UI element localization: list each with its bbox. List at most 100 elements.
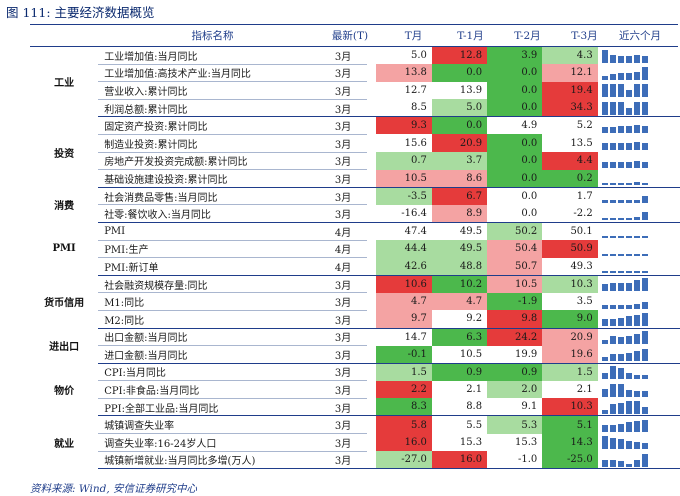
value-cell: -16.4 [376, 204, 432, 223]
sparkline-bar [601, 183, 608, 186]
indicator-name: 社会消费品零售:当月同比 [98, 187, 320, 206]
header-trend: 近六个月 [619, 29, 661, 42]
sparkline-bar [625, 161, 632, 168]
value-cell: 50.2 [487, 222, 543, 241]
sparkline-bar [625, 200, 632, 204]
sparkline-bar [609, 438, 616, 450]
table-row: 进口金额:当月同比 3月 -0.1 10.5 19.9 19.6 [30, 345, 680, 364]
value-cell: 0.7 [376, 152, 432, 170]
spacer [367, 363, 376, 381]
sparkline-bar [633, 200, 640, 204]
sparkline-bar [609, 200, 616, 204]
latest-period: 3月 [319, 345, 368, 364]
sparkline-bar [633, 442, 640, 450]
trend-sparkline [597, 398, 680, 417]
value-cell: 1.7 [576, 190, 593, 202]
value-cell: 12.8 [431, 47, 488, 65]
sparkline-bar [609, 403, 616, 414]
value-cell: 49.5 [459, 225, 483, 237]
value-cell: 49.3 [542, 257, 598, 276]
sparkline-bar [641, 236, 648, 239]
indicator-name: PMI:新订单 [98, 257, 320, 276]
value-cell: 5.8 [376, 415, 432, 434]
header-t3: T-3月 [571, 29, 598, 42]
sparkline-bar [633, 236, 640, 239]
latest-period: 4月 [319, 257, 368, 276]
header-t: T月 [404, 29, 423, 42]
sparkline-bar [609, 366, 616, 380]
value-cell: 8.3 [376, 398, 432, 417]
sparkline-bar [601, 218, 608, 221]
value-cell: 24.2 [487, 328, 543, 346]
value-cell: 0.0 [487, 99, 543, 118]
sparkline-bar [625, 183, 632, 186]
value-cell: 15.3 [459, 436, 483, 448]
value-cell: -0.1 [376, 345, 432, 364]
value-cell: 4.7 [431, 292, 488, 311]
sparkline-bar [601, 318, 608, 326]
spacer [367, 257, 377, 276]
indicator-name: 利润总额:累计同比 [98, 99, 320, 118]
value-cell: 10.5 [487, 275, 543, 293]
sparkline-bar [617, 101, 624, 115]
value-cell: 16.0 [431, 451, 488, 470]
latest-period: 3月 [319, 152, 368, 171]
value-cell: 0.0 [521, 190, 538, 202]
value-cell: 13.5 [570, 137, 593, 149]
sparkline-bar [641, 143, 648, 151]
sparkline-bar [609, 84, 616, 98]
value-cell: -3.5 [376, 187, 432, 205]
indicator-name: CPI:当月同比 [98, 363, 320, 382]
header-indicator: 指标名称 [191, 29, 234, 42]
value-cell: 5.3 [487, 415, 543, 434]
table-row: 进出口 出口金额:当月同比 3月 14.7 6.3 24.2 20.9 [30, 328, 680, 353]
sparkline-bar [601, 236, 608, 239]
sparkline-bar [633, 124, 640, 133]
sparkline-bar [609, 218, 616, 221]
sparkline-bar [641, 66, 648, 80]
table-body: 工业 工业增加值:当月同比 3月 5.0 12.8 3.9 4.3 工业增加值:高技术产业:当… [30, 47, 680, 470]
sparkline-bar [633, 253, 640, 256]
value-cell: 48.8 [431, 257, 488, 276]
sparkline-bar [609, 253, 616, 256]
sparkline-bar [625, 422, 632, 433]
trend-sparkline [598, 275, 680, 293]
sparkline-bar [641, 443, 648, 450]
sparkline-bar [617, 424, 624, 433]
sparkline-bar [609, 459, 616, 467]
sparkline-bar [625, 90, 632, 98]
trend-sparkline [597, 345, 680, 364]
indicator-name: 固定资产投资:累计同比 [98, 116, 320, 135]
trend-sparkline [597, 204, 680, 223]
value-cell: 9.3 [376, 116, 432, 135]
sparkline-bar [601, 143, 608, 151]
value-cell: 19.4 [542, 81, 598, 100]
header-rule [30, 46, 678, 47]
value-cell: -1.0 [487, 451, 543, 470]
value-cell: 12.1 [542, 64, 598, 82]
category-label: PMI [52, 243, 76, 255]
trend-sparkline [598, 187, 680, 205]
value-cell: 12.7 [404, 84, 427, 96]
table-row: 工业增加值:高技术产业:当月同比 3月 13.8 0.0 0.0 12.1 [30, 64, 680, 83]
value-cell: 42.6 [376, 257, 432, 276]
trend-sparkline [598, 64, 680, 82]
trend-sparkline [598, 152, 680, 170]
latest-period: 4月 [319, 222, 368, 241]
value-cell: 16.0 [376, 433, 432, 452]
category-label: 消费 [54, 201, 75, 213]
sparkline-bar [617, 460, 624, 467]
latest-period: 3月 [319, 275, 368, 294]
latest-period: 3月 [319, 292, 368, 311]
value-cell: -2.2 [542, 204, 598, 223]
category-label: 工业 [54, 78, 75, 90]
sparkline-bar [617, 236, 624, 239]
value-cell: 0.0 [487, 204, 543, 223]
sparkline-bar [625, 236, 632, 239]
value-cell: 0.0 [487, 152, 543, 170]
sparkline-bar [609, 54, 616, 63]
value-cell: 0.9 [431, 363, 488, 381]
sparkline-bar [633, 459, 640, 467]
sparkline-bar [633, 351, 640, 362]
sparkline-bar [601, 49, 608, 63]
